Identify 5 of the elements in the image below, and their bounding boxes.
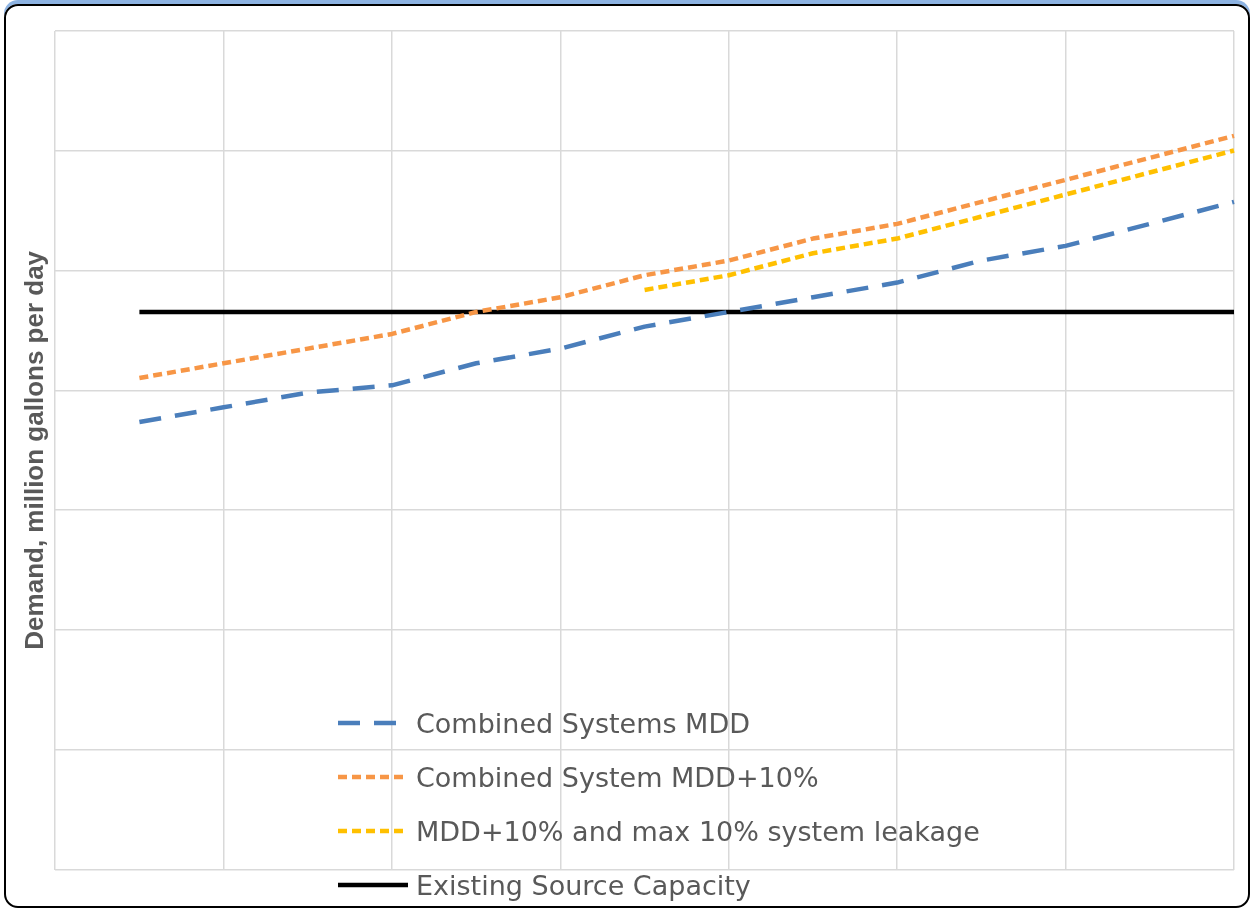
- y-axis-title: Demand, million gallons per day: [18, 250, 49, 650]
- legend-label: MDD+10% and max 10% system leakage: [416, 815, 980, 847]
- legend-label: Combined Systems MDD: [416, 707, 750, 739]
- legend-label: Combined System MDD+10%: [416, 761, 819, 793]
- legend-label: Existing Source Capacity: [416, 869, 751, 901]
